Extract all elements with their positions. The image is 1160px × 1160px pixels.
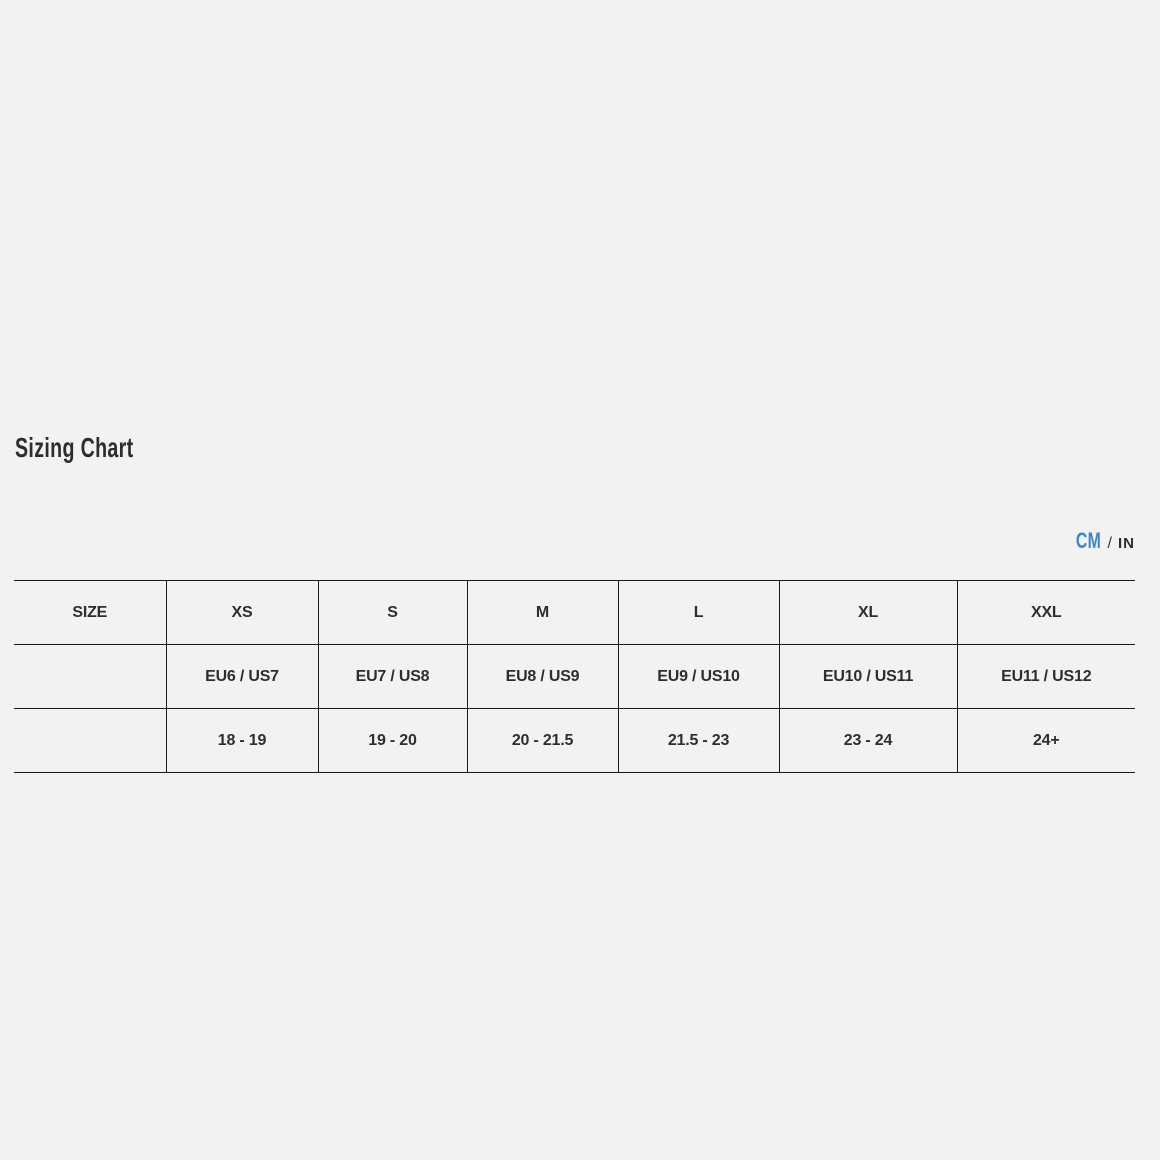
measurement-cell: 20 - 21.5	[467, 708, 619, 773]
empty-cell	[14, 644, 167, 709]
measurement-cell: 18 - 19	[166, 708, 319, 773]
sizing-table: SIZE XS S M L XL XXL EU6 / US7 EU7 / US8…	[14, 580, 1135, 773]
measurement-cell: 24+	[957, 708, 1135, 773]
column-header-xxl: XXL	[957, 580, 1135, 645]
column-header-xs: XS	[166, 580, 319, 645]
eu-us-cell: EU7 / US8	[318, 644, 468, 709]
eu-us-cell: EU6 / US7	[166, 644, 319, 709]
unit-separator: /	[1107, 535, 1112, 552]
column-header-xl: XL	[779, 580, 958, 645]
eu-us-cell: EU11 / US12	[957, 644, 1135, 709]
in-toggle-button[interactable]: IN	[1118, 535, 1135, 552]
unit-toggle: CM / IN	[1066, 529, 1135, 553]
table-header-row: SIZE XS S M L XL XXL	[14, 580, 1135, 645]
column-header-l: L	[618, 580, 780, 645]
table-row-measurements: 18 - 19 19 - 20 20 - 21.5 21.5 - 23 23 -…	[14, 708, 1135, 773]
measurement-cell: 19 - 20	[318, 708, 468, 773]
measurement-cell: 21.5 - 23	[618, 708, 780, 773]
cm-toggle-button[interactable]: CM	[1076, 528, 1102, 553]
eu-us-cell: EU9 / US10	[618, 644, 780, 709]
empty-cell	[14, 708, 167, 773]
table-row-eu-us: EU6 / US7 EU7 / US8 EU8 / US9 EU9 / US10…	[14, 644, 1135, 709]
column-header-s: S	[318, 580, 468, 645]
eu-us-cell: EU10 / US11	[779, 644, 958, 709]
sizing-chart-title: Sizing Chart	[15, 432, 134, 463]
measurement-cell: 23 - 24	[779, 708, 958, 773]
eu-us-cell: EU8 / US9	[467, 644, 619, 709]
column-header-size: SIZE	[14, 580, 167, 645]
column-header-m: M	[467, 580, 619, 645]
